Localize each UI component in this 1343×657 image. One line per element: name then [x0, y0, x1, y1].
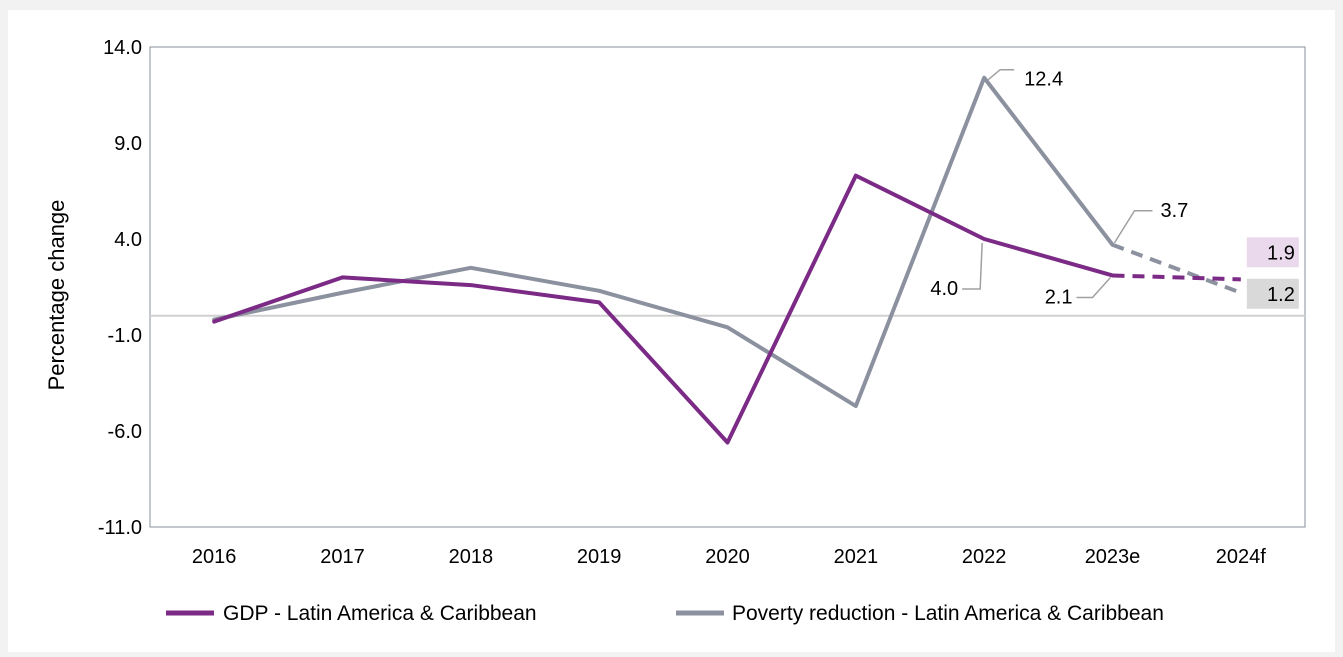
- x-tick-label: 2021: [834, 546, 879, 568]
- data-label: 3.7: [1161, 200, 1189, 222]
- chart-card: 14.0 9.0 4.0 -1.0 -6.0 -11.0 2016 2017 2018 2019 2…: [8, 10, 1335, 652]
- x-tick-label: 2016: [192, 546, 237, 568]
- data-label-bg: [1246, 278, 1299, 309]
- legend-label-poverty: Poverty reduction - Latin America & Cari…: [732, 602, 1164, 625]
- x-tick-label: 2018: [449, 546, 494, 568]
- x-tick-label: 2019: [577, 546, 622, 568]
- x-tick-label: 2024f: [1216, 546, 1266, 568]
- leader-line: [1076, 276, 1112, 299]
- data-label: 1.9: [1267, 242, 1295, 264]
- y-tick-label: 4.0: [114, 229, 142, 251]
- plot-area: 14.0 9.0 4.0 -1.0 -6.0 -11.0 2016 2017 2018 2019 2…: [98, 37, 1306, 568]
- plot-frame: [149, 46, 1306, 528]
- legend-label-gdp: GDP - Latin America & Caribbean: [223, 602, 537, 625]
- y-tick-label: -6.0: [108, 421, 142, 443]
- data-label-bg: [1246, 237, 1299, 268]
- y-tick-label: -1.0: [108, 325, 142, 347]
- x-tick-label: 2020: [705, 546, 750, 568]
- series-forecast-line-poverty: [1111, 242, 1242, 295]
- line-chart: 14.0 9.0 4.0 -1.0 -6.0 -11.0 2016 2017 2018 2019 2…: [44, 37, 1306, 625]
- y-tick-label: 14.0: [103, 37, 142, 59]
- data-label: 1.2: [1267, 284, 1295, 306]
- legend: GDP - Latin America & Caribbean Poverty …: [166, 602, 1164, 625]
- series-line-gdp: [212, 173, 1115, 445]
- data-label: 4.0: [930, 278, 958, 300]
- leader-line: [1113, 210, 1153, 244]
- y-tick-label: -11.0: [98, 517, 142, 539]
- leader-line: [962, 242, 983, 290]
- leader-line: [987, 68, 1015, 81]
- x-tick-label: 2023e: [1085, 546, 1141, 568]
- x-tick-label: 2022: [962, 546, 1007, 568]
- data-label: 12.4: [1024, 69, 1063, 91]
- series-line-poverty: [212, 75, 1115, 409]
- series-forecast-line-gdp: [1112, 273, 1241, 282]
- y-tick-label: 9.0: [114, 133, 142, 155]
- data-label: 2.1: [1045, 286, 1073, 308]
- x-tick-label: 2017: [320, 546, 365, 568]
- y-axis-label: Percentage change: [44, 200, 69, 391]
